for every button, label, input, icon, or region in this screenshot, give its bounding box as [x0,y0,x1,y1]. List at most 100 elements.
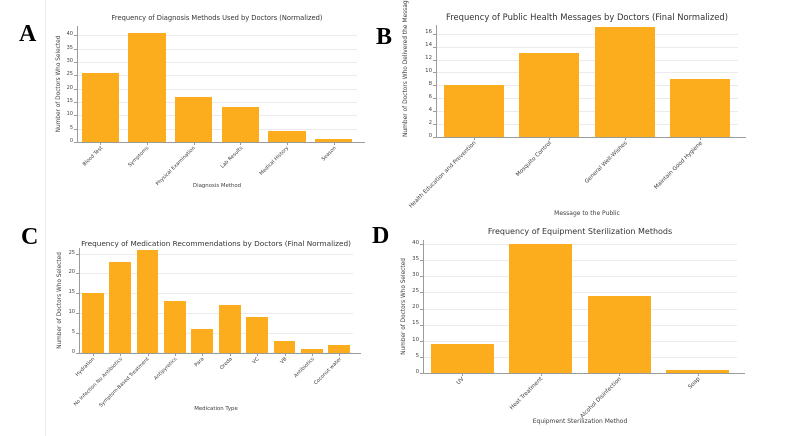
axis-spine-bottom [77,142,365,143]
chart-title: Frequency of Public Health Messages by D… [446,12,728,22]
bar [519,53,580,137]
y-tick-label: 40 [66,31,73,38]
y-tick-mark [74,142,77,143]
axis-spine-bottom [436,137,746,138]
y-tick-mark [433,98,436,100]
y-tick-label: 20 [68,269,75,276]
bar [136,249,159,353]
bar [315,139,353,142]
x-tick-mark [240,142,242,145]
y-tick-label: 25 [412,288,419,295]
gridline [79,313,353,315]
y-tick-label: 2 [428,119,432,126]
panel-letter-D: D [372,223,390,249]
y-tick-mark [74,102,77,103]
y-tick-mark [420,260,423,262]
x-tick-mark [147,353,149,356]
y-tick-mark [74,88,77,90]
gridline [77,48,357,50]
y-tick-mark [76,253,79,255]
x-axis-label: Equipment Sterilization Method [532,418,628,425]
gridline [423,244,737,246]
y-tick-mark [420,324,423,326]
y-tick-label: 35 [412,256,419,263]
x-tick-mark [333,142,335,145]
bar [218,305,241,353]
axis-spine-bottom [79,353,361,354]
axis-spine-left [423,240,424,373]
bar [430,344,494,373]
y-tick-label: 16 [425,29,432,36]
gridline [436,46,738,48]
bar [594,27,655,137]
y-tick-mark [74,115,77,117]
gridline [436,124,738,126]
gridline [77,128,357,130]
axis-spine-left [79,248,80,353]
y-tick-mark [420,292,423,294]
x-tick-mark [697,373,699,376]
x-axis-label: Medication Type [194,406,238,412]
y-tick-label: 25 [66,71,73,78]
gridline [423,292,737,294]
x-tick-mark [202,353,204,356]
x-tick-mark [700,137,702,140]
x-tick-mark [619,373,621,376]
axis-spine-bottom [423,373,745,374]
gridline [423,308,737,310]
panel-letter-B: B [376,24,393,50]
panel-letter-C: C [21,224,39,250]
y-tick-label: 5 [69,124,73,131]
bar [587,295,651,373]
bar [81,72,119,142]
y-tick-label: 4 [428,106,432,113]
x-tick-label: Heat Treatment [509,376,545,412]
gridline [436,59,738,61]
gridline [77,88,357,90]
y-tick-label: 0 [428,132,432,139]
x-tick-mark [549,137,551,140]
x-tick-mark [311,353,313,356]
y-tick-mark [420,308,423,310]
y-tick-label: 10 [425,68,432,75]
y-tick-label: 15 [412,320,419,327]
x-axis-label: Message to the Public [554,210,620,217]
gridline [77,75,357,77]
bar [443,85,504,137]
x-tick-label: UV [455,376,466,387]
bar [109,261,132,353]
x-tick-mark [540,373,542,376]
y-tick-mark [433,85,436,87]
y-tick-label: 30 [66,58,73,64]
y-tick-label: 10 [66,111,73,118]
bar [666,369,730,373]
y-tick-label: 40 [412,239,419,246]
x-tick-label: Soap [687,376,702,391]
y-tick-mark [76,293,79,295]
x-tick-mark [92,353,94,356]
y-tick-mark [76,353,79,354]
bar [246,317,269,353]
y-tick-label: 6 [428,94,432,101]
x-tick-mark [473,137,475,140]
x-tick-mark [100,142,102,145]
x-axis-label: Diagnosis Method [192,183,242,189]
gridline [79,273,353,275]
gridline [77,115,357,117]
gridline [436,111,738,113]
y-tick-label: 12 [425,55,432,62]
bar [670,78,731,137]
gridline [436,85,738,87]
chart-title: Frequency of Diagnosis Methods Used by D… [111,14,323,22]
y-tick-label: 5 [71,329,75,336]
y-tick-label: 8 [428,81,432,88]
x-tick-mark [339,353,341,356]
y-tick-label: 15 [68,289,75,296]
y-tick-mark [76,313,79,315]
gridline [79,293,353,295]
